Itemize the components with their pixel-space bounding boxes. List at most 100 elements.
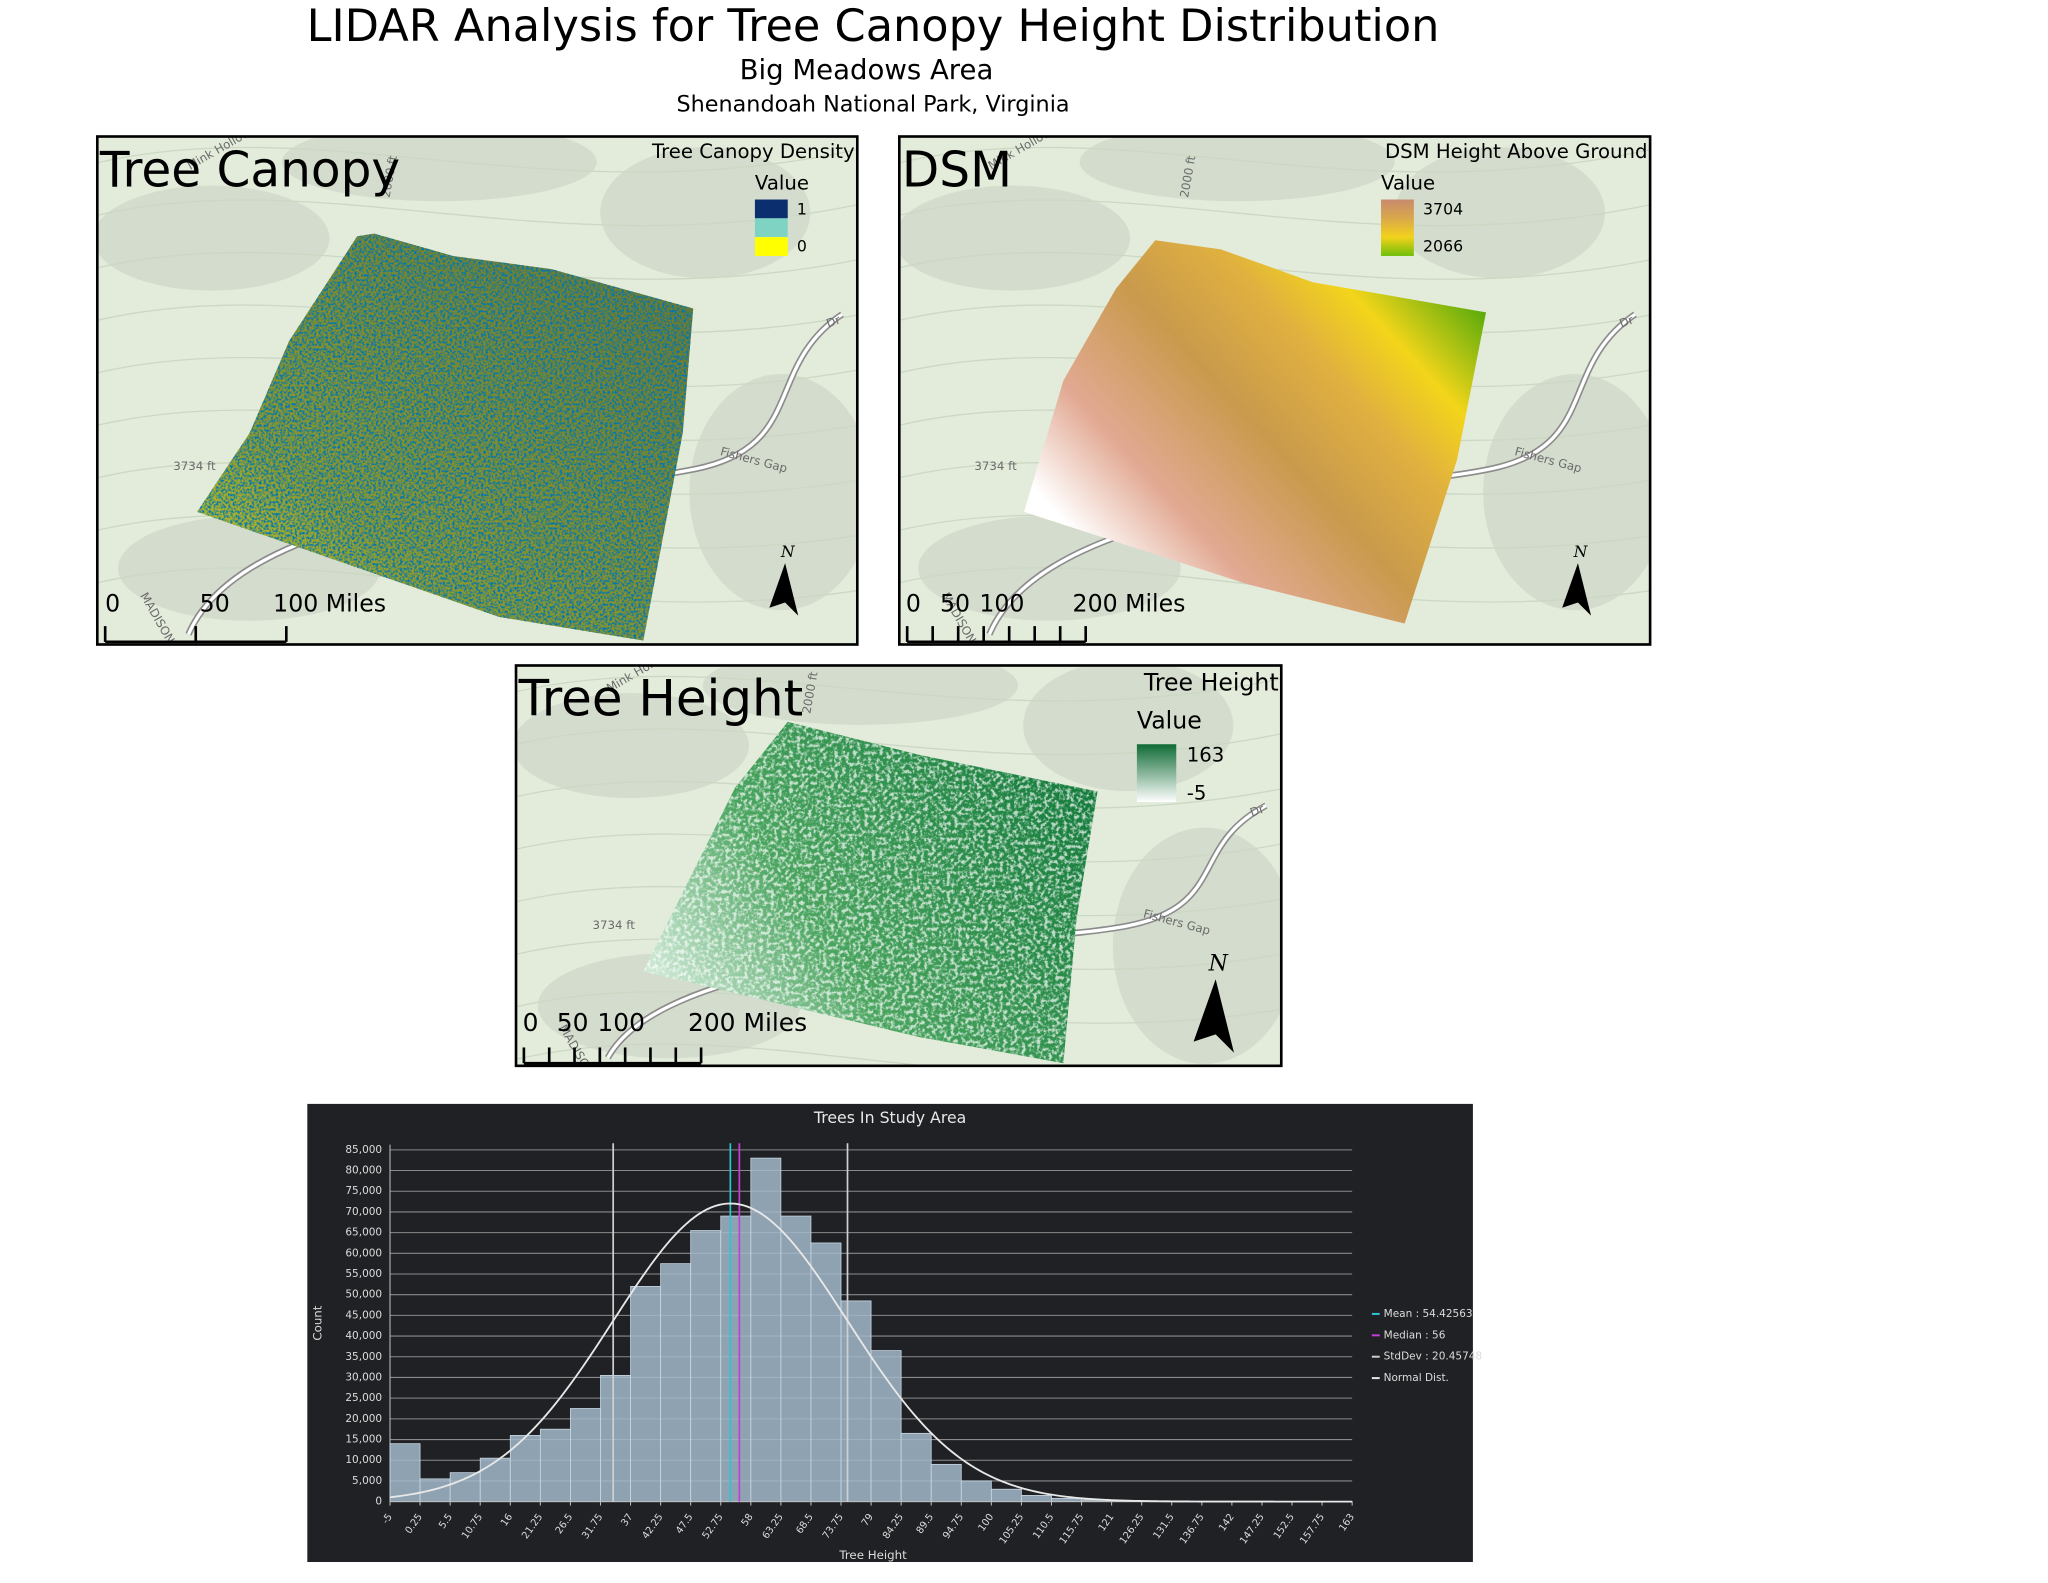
y-tick-label: 25,000 xyxy=(345,1392,382,1404)
histogram-bar xyxy=(690,1230,722,1503)
contour xyxy=(97,199,858,227)
histogram-bar xyxy=(389,1443,421,1503)
legend-swatch xyxy=(754,218,788,238)
y-tick-label: 65,000 xyxy=(345,1227,382,1239)
chart-title: Trees In Study Area xyxy=(813,1108,966,1127)
canopy-speckle xyxy=(197,233,694,641)
histogram-bar xyxy=(750,1157,782,1503)
scale-label: 0 xyxy=(105,590,120,618)
legend-title: DSM Height Above Ground xyxy=(1385,140,1647,163)
legend-label: 0 xyxy=(797,236,807,255)
legend-ramp xyxy=(1381,199,1414,256)
histogram-bar xyxy=(600,1374,631,1503)
legend-label: 163 xyxy=(1187,744,1225,767)
hillshade xyxy=(97,185,330,291)
poster-location: Shenandoah National Park, Virginia xyxy=(677,92,1070,118)
north-arrow xyxy=(1193,979,1235,1053)
basemap-label: 3734 ft xyxy=(974,459,1017,473)
legend-label: 2066 xyxy=(1423,236,1463,255)
map-border xyxy=(95,135,859,646)
y-tick-label: 15,000 xyxy=(345,1434,382,1446)
contour xyxy=(899,146,1651,173)
legend-header: Value xyxy=(1381,171,1435,194)
hillshade xyxy=(1483,373,1651,611)
scale-label: 0 xyxy=(906,590,921,618)
y-tick-label: 45,000 xyxy=(345,1309,382,1321)
contour xyxy=(516,675,1282,702)
map-title: Tree Height xyxy=(518,670,804,728)
scale-label: 0 xyxy=(523,1008,539,1037)
legend-swatch xyxy=(754,237,788,256)
road xyxy=(606,804,1267,1059)
contour xyxy=(899,199,1651,227)
normal-curve xyxy=(389,1202,1353,1503)
y-tick-label: 80,000 xyxy=(345,1165,382,1177)
histogram-bar xyxy=(870,1350,902,1503)
hillshade xyxy=(1112,827,1282,1064)
y-tick-label: 75,000 xyxy=(345,1185,382,1197)
histogram-bar xyxy=(960,1480,992,1503)
y-tick-label: 70,000 xyxy=(345,1206,382,1218)
basemap-label: 3734 ft xyxy=(173,459,216,473)
legend-swatch xyxy=(754,199,788,219)
y-tick-label: 0 xyxy=(375,1496,382,1508)
histogram-bar xyxy=(539,1428,571,1503)
hillshade xyxy=(689,373,858,611)
scale-label: 100 xyxy=(979,590,1024,618)
histogram-bar xyxy=(449,1472,481,1503)
map-border xyxy=(897,135,1652,646)
hillshade xyxy=(1079,136,1395,202)
map-border xyxy=(514,664,1283,1068)
x-axis-label: Tree Height xyxy=(838,1548,907,1562)
contour xyxy=(97,146,858,173)
histogram-bar xyxy=(1021,1495,1052,1503)
legend-label: 3704 xyxy=(1423,200,1463,219)
scale-label: 100 Miles xyxy=(273,590,386,618)
scale-label: 50 xyxy=(557,1008,589,1037)
y-tick-label: 40,000 xyxy=(345,1330,382,1342)
scale-label: 50 xyxy=(200,590,230,618)
legend-header: Value xyxy=(1137,706,1202,734)
map-title: Tree Canopy xyxy=(99,142,400,198)
scale-label: 100 xyxy=(597,1008,645,1037)
legend-label: Median : 56 xyxy=(1384,1329,1446,1341)
y-tick-label: 20,000 xyxy=(345,1413,382,1425)
poster-title: LIDAR Analysis for Tree Canopy Height Di… xyxy=(307,0,1440,52)
y-axis-label: Count xyxy=(310,1305,324,1340)
basemap-label: Dr xyxy=(824,313,842,331)
histogram-bar xyxy=(720,1215,752,1503)
y-tick-label: 55,000 xyxy=(345,1268,382,1280)
height-speckle xyxy=(643,721,1098,1064)
histogram-bar xyxy=(930,1463,962,1503)
poster-subtitle: Big Meadows Area xyxy=(740,54,994,86)
histogram-bar xyxy=(509,1435,541,1503)
legend-header: Value xyxy=(755,171,809,194)
basemap-label: Dr xyxy=(1248,802,1266,820)
histogram-bar xyxy=(810,1242,842,1503)
histogram-bar xyxy=(419,1478,451,1503)
legend-label: Normal Dist. xyxy=(1384,1372,1449,1384)
y-tick-label: 5,000 xyxy=(352,1475,382,1487)
north-arrow xyxy=(769,563,799,616)
scale-label: 50 xyxy=(940,590,970,618)
legend-title: Tree Height xyxy=(1143,668,1279,696)
y-tick-label: 10,000 xyxy=(345,1454,382,1466)
histogram-bar xyxy=(900,1432,932,1503)
y-tick-label: 50,000 xyxy=(345,1289,382,1301)
hillshade xyxy=(899,185,1131,291)
basemap-label: Dr xyxy=(1618,313,1636,331)
hillshade xyxy=(1023,665,1234,792)
legend-ramp xyxy=(1136,744,1177,803)
legend-title: Tree Canopy Density xyxy=(651,140,855,163)
scale-label: 200 Miles xyxy=(1073,590,1186,618)
histogram-bar xyxy=(780,1215,812,1503)
histogram-bar xyxy=(990,1488,1022,1503)
y-tick-label: 85,000 xyxy=(345,1144,382,1156)
histogram-bar xyxy=(840,1300,872,1503)
